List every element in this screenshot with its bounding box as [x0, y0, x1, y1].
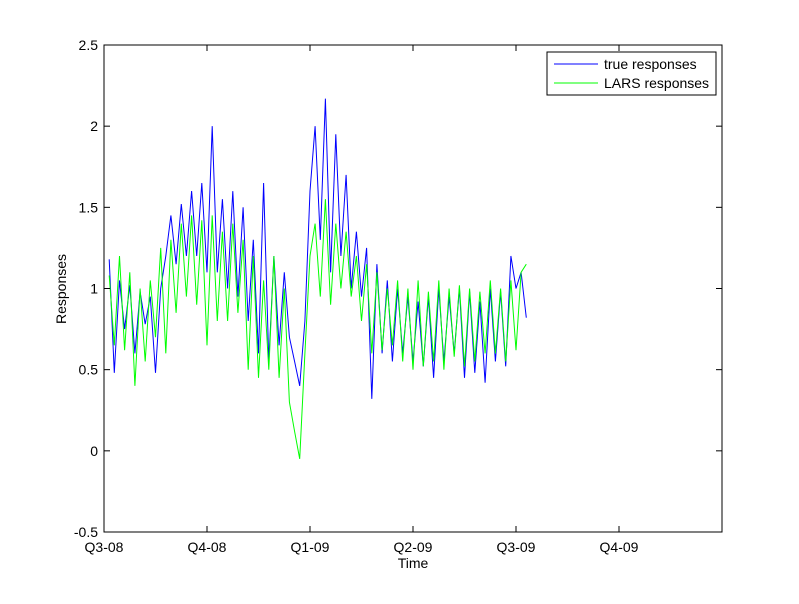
y-tick-label: -0.5 — [74, 524, 98, 540]
y-tick-label: 1 — [90, 281, 98, 297]
x-tick-label: Q3-09 — [497, 539, 536, 555]
legend-label-true-responses: true responses — [604, 56, 697, 72]
x-tick-label: Q4-08 — [188, 539, 227, 555]
y-tick-label: 1.5 — [79, 199, 99, 215]
ticks-layer: -0.5 0 0.5 1 1.5 2 2.5 Q3-08 Q4-08 Q1-09 Q2-09 Q3-0… — [74, 37, 722, 555]
y-tick-label: 2 — [90, 118, 98, 134]
y-tick-label: 0 — [90, 443, 98, 459]
legend-label-lars-responses: LARS responses — [604, 75, 709, 91]
x-tick-label: Q4-09 — [600, 539, 639, 555]
series-layer — [108, 98, 527, 459]
x-tick-label: Q1-09 — [291, 539, 330, 555]
series-line-lars-responses — [108, 199, 527, 459]
axes-box — [103, 44, 723, 533]
y-axis-label: Responses — [53, 254, 69, 324]
x-axis-label: Time — [398, 555, 429, 571]
legend-box — [546, 51, 717, 96]
legend: true responses LARS responses — [546, 51, 717, 96]
y-tick-label: 0.5 — [79, 362, 99, 378]
y-tick-label: 2.5 — [79, 37, 99, 53]
x-tick-label: Q2-09 — [394, 539, 433, 555]
x-tick-label: Q3-08 — [85, 539, 124, 555]
